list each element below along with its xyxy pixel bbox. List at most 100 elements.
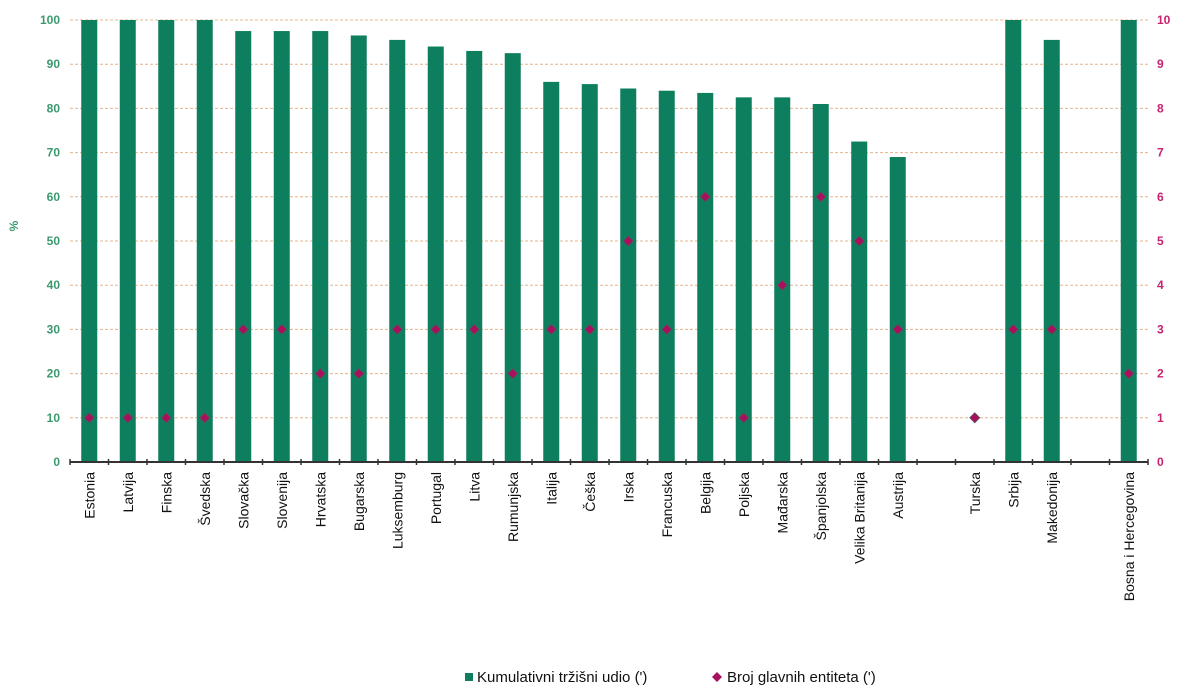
- bar: [504, 53, 521, 463]
- category-label: Latvija: [120, 472, 136, 513]
- legend-swatch-marker: [712, 672, 722, 682]
- bar: [658, 90, 675, 462]
- bar: [543, 81, 560, 462]
- category-label: Portugal: [428, 472, 444, 524]
- marker-point: [815, 191, 827, 203]
- category-label: Italija: [543, 472, 559, 505]
- bar: [697, 92, 714, 463]
- category-label: Luksemburg: [389, 472, 405, 549]
- marker-point: [776, 279, 788, 291]
- marker-point: [1046, 323, 1058, 335]
- legend-label-bar: Kumulativni tržišni udio ('): [477, 669, 647, 686]
- category-label: Austrija: [890, 472, 906, 519]
- category-label: Poljska: [736, 472, 752, 517]
- category-label: Švedska: [197, 472, 213, 526]
- bar: [581, 84, 598, 462]
- bar: [1005, 20, 1022, 462]
- marker-point: [468, 323, 480, 335]
- category-label: Češka: [582, 472, 598, 512]
- x-axis: [69, 459, 1149, 465]
- bar: [235, 31, 252, 463]
- marker-point: [353, 368, 365, 380]
- y-axis-left: 0 10 20 30 40 50 60 70 80 90 100: [40, 13, 60, 469]
- bar: [1043, 39, 1060, 462]
- grid-lines: [70, 19, 1148, 419]
- category-label: Srbija: [1005, 472, 1021, 508]
- category-label: Mađarska: [774, 472, 790, 534]
- y-tick-label: 20: [47, 367, 61, 381]
- marker-point: [430, 323, 442, 335]
- y-tick-label: 90: [47, 57, 61, 71]
- bar: [81, 20, 98, 462]
- category-label: Finska: [158, 472, 174, 513]
- y-tick-label: 80: [47, 101, 61, 115]
- category-label: Francuska: [659, 472, 675, 538]
- category-label: Velika Britanija: [851, 472, 867, 564]
- category-label: Turska: [967, 472, 983, 514]
- category-label: Bosna i Hercegovina: [1121, 472, 1137, 601]
- y2-tick-label: 4: [1157, 278, 1164, 292]
- y-tick-label: 40: [47, 278, 61, 292]
- marker-point: [853, 235, 865, 247]
- legend: Kumulativni tržišni udio (') Broj glavni…: [465, 669, 876, 686]
- y2-tick-label: 1: [1157, 411, 1164, 425]
- marker-point: [661, 323, 673, 335]
- marker-point: [1123, 368, 1135, 380]
- bar: [196, 20, 213, 462]
- y-tick-label: 50: [47, 234, 61, 248]
- y2-tick-label: 7: [1157, 146, 1164, 160]
- y-axis-title: %: [7, 220, 21, 231]
- y2-tick-label: 3: [1157, 322, 1164, 336]
- bar: [389, 39, 406, 462]
- y-tick-label: 70: [47, 146, 61, 160]
- marker-point: [699, 191, 711, 203]
- bar: [812, 103, 829, 462]
- marker-point: [237, 323, 249, 335]
- legend-label-marker: Broj glavnih entiteta ('): [727, 669, 876, 686]
- category-label: Španjolska: [813, 472, 829, 541]
- bar: [350, 35, 367, 462]
- category-label: Litva: [466, 472, 482, 502]
- category-label: Irska: [620, 472, 636, 503]
- bar-series: [81, 20, 1137, 463]
- marker-point: [622, 235, 634, 247]
- marker-point: [160, 412, 172, 424]
- bar: [889, 157, 906, 462]
- bar: [620, 88, 637, 462]
- y2-tick-label: 0: [1157, 455, 1164, 469]
- y-tick-label: 60: [47, 190, 61, 204]
- category-label: Belgija: [697, 472, 713, 514]
- bar: [312, 31, 329, 463]
- y-tick-label: 0: [53, 455, 60, 469]
- y2-tick-label: 8: [1157, 101, 1164, 115]
- marker-point: [276, 323, 288, 335]
- marker-point: [314, 368, 326, 380]
- marker-point: [122, 412, 134, 424]
- category-label: Hrvatska: [312, 472, 328, 527]
- y2-tick-label: 10: [1157, 13, 1171, 27]
- marker-point: [545, 323, 557, 335]
- marker-point: [1007, 323, 1019, 335]
- bar: [158, 20, 175, 462]
- marker-point: [507, 368, 519, 380]
- marker-point: [892, 323, 904, 335]
- category-label: Estonia: [81, 472, 97, 519]
- y2-tick-label: 5: [1157, 234, 1164, 248]
- category-label: Bugarska: [351, 472, 367, 531]
- bar: [427, 46, 444, 463]
- y-axis-right: 0 1 2 3 4 5 6 7 8 9 10: [1157, 13, 1171, 469]
- y-tick-label: 30: [47, 322, 61, 336]
- category-label: Slovačka: [235, 472, 251, 529]
- x-axis-labels: Estonia Latvija Finska Švedska Slovačka Slove…: [81, 472, 1137, 601]
- y2-tick-label: 9: [1157, 57, 1164, 71]
- y2-tick-label: 2: [1157, 367, 1164, 381]
- y2-tick-label: 6: [1157, 190, 1164, 204]
- bar: [273, 31, 290, 463]
- legend-swatch-bar: [465, 673, 473, 681]
- bar: [119, 20, 136, 462]
- bar: [851, 141, 868, 463]
- bar: [466, 50, 483, 462]
- bar: [735, 97, 752, 462]
- marker-point: [83, 412, 95, 424]
